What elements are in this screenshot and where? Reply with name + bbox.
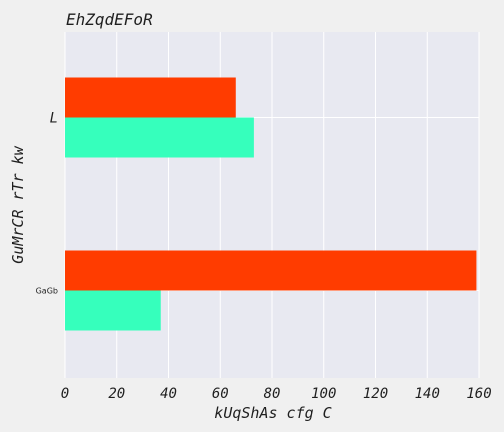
x-tick-label: 80 [264,386,281,402]
x-tick-label: 20 [108,386,125,402]
y-tick-labels: L GaGb [36,111,58,296]
y-tick-label: GaGb [36,287,58,296]
x-tick-label: 160 [466,386,491,402]
x-axis-label: kUqShAs cfg C [214,404,331,422]
bar-l-series-2 [65,117,254,158]
x-tick-label: 140 [415,386,440,402]
bar-gagb-series-2 [65,290,161,331]
x-tick-label: 100 [311,386,336,402]
x-tick-label: 120 [363,386,388,402]
bars [65,77,477,331]
chart-title: EhZqdEFoR [66,10,153,29]
bar-l-series-1 [65,77,236,118]
x-tick-labels: 0 20 40 60 80 100 120 140 160 [61,386,492,402]
y-tick-label: L [50,111,58,127]
bar-gagb-series-1 [65,250,477,291]
y-axis-label: GuMrCR rTr kw [9,145,27,263]
x-tick-label: 0 [61,386,69,402]
x-tick-label: 60 [212,386,229,402]
x-tick-label: 40 [160,386,177,402]
